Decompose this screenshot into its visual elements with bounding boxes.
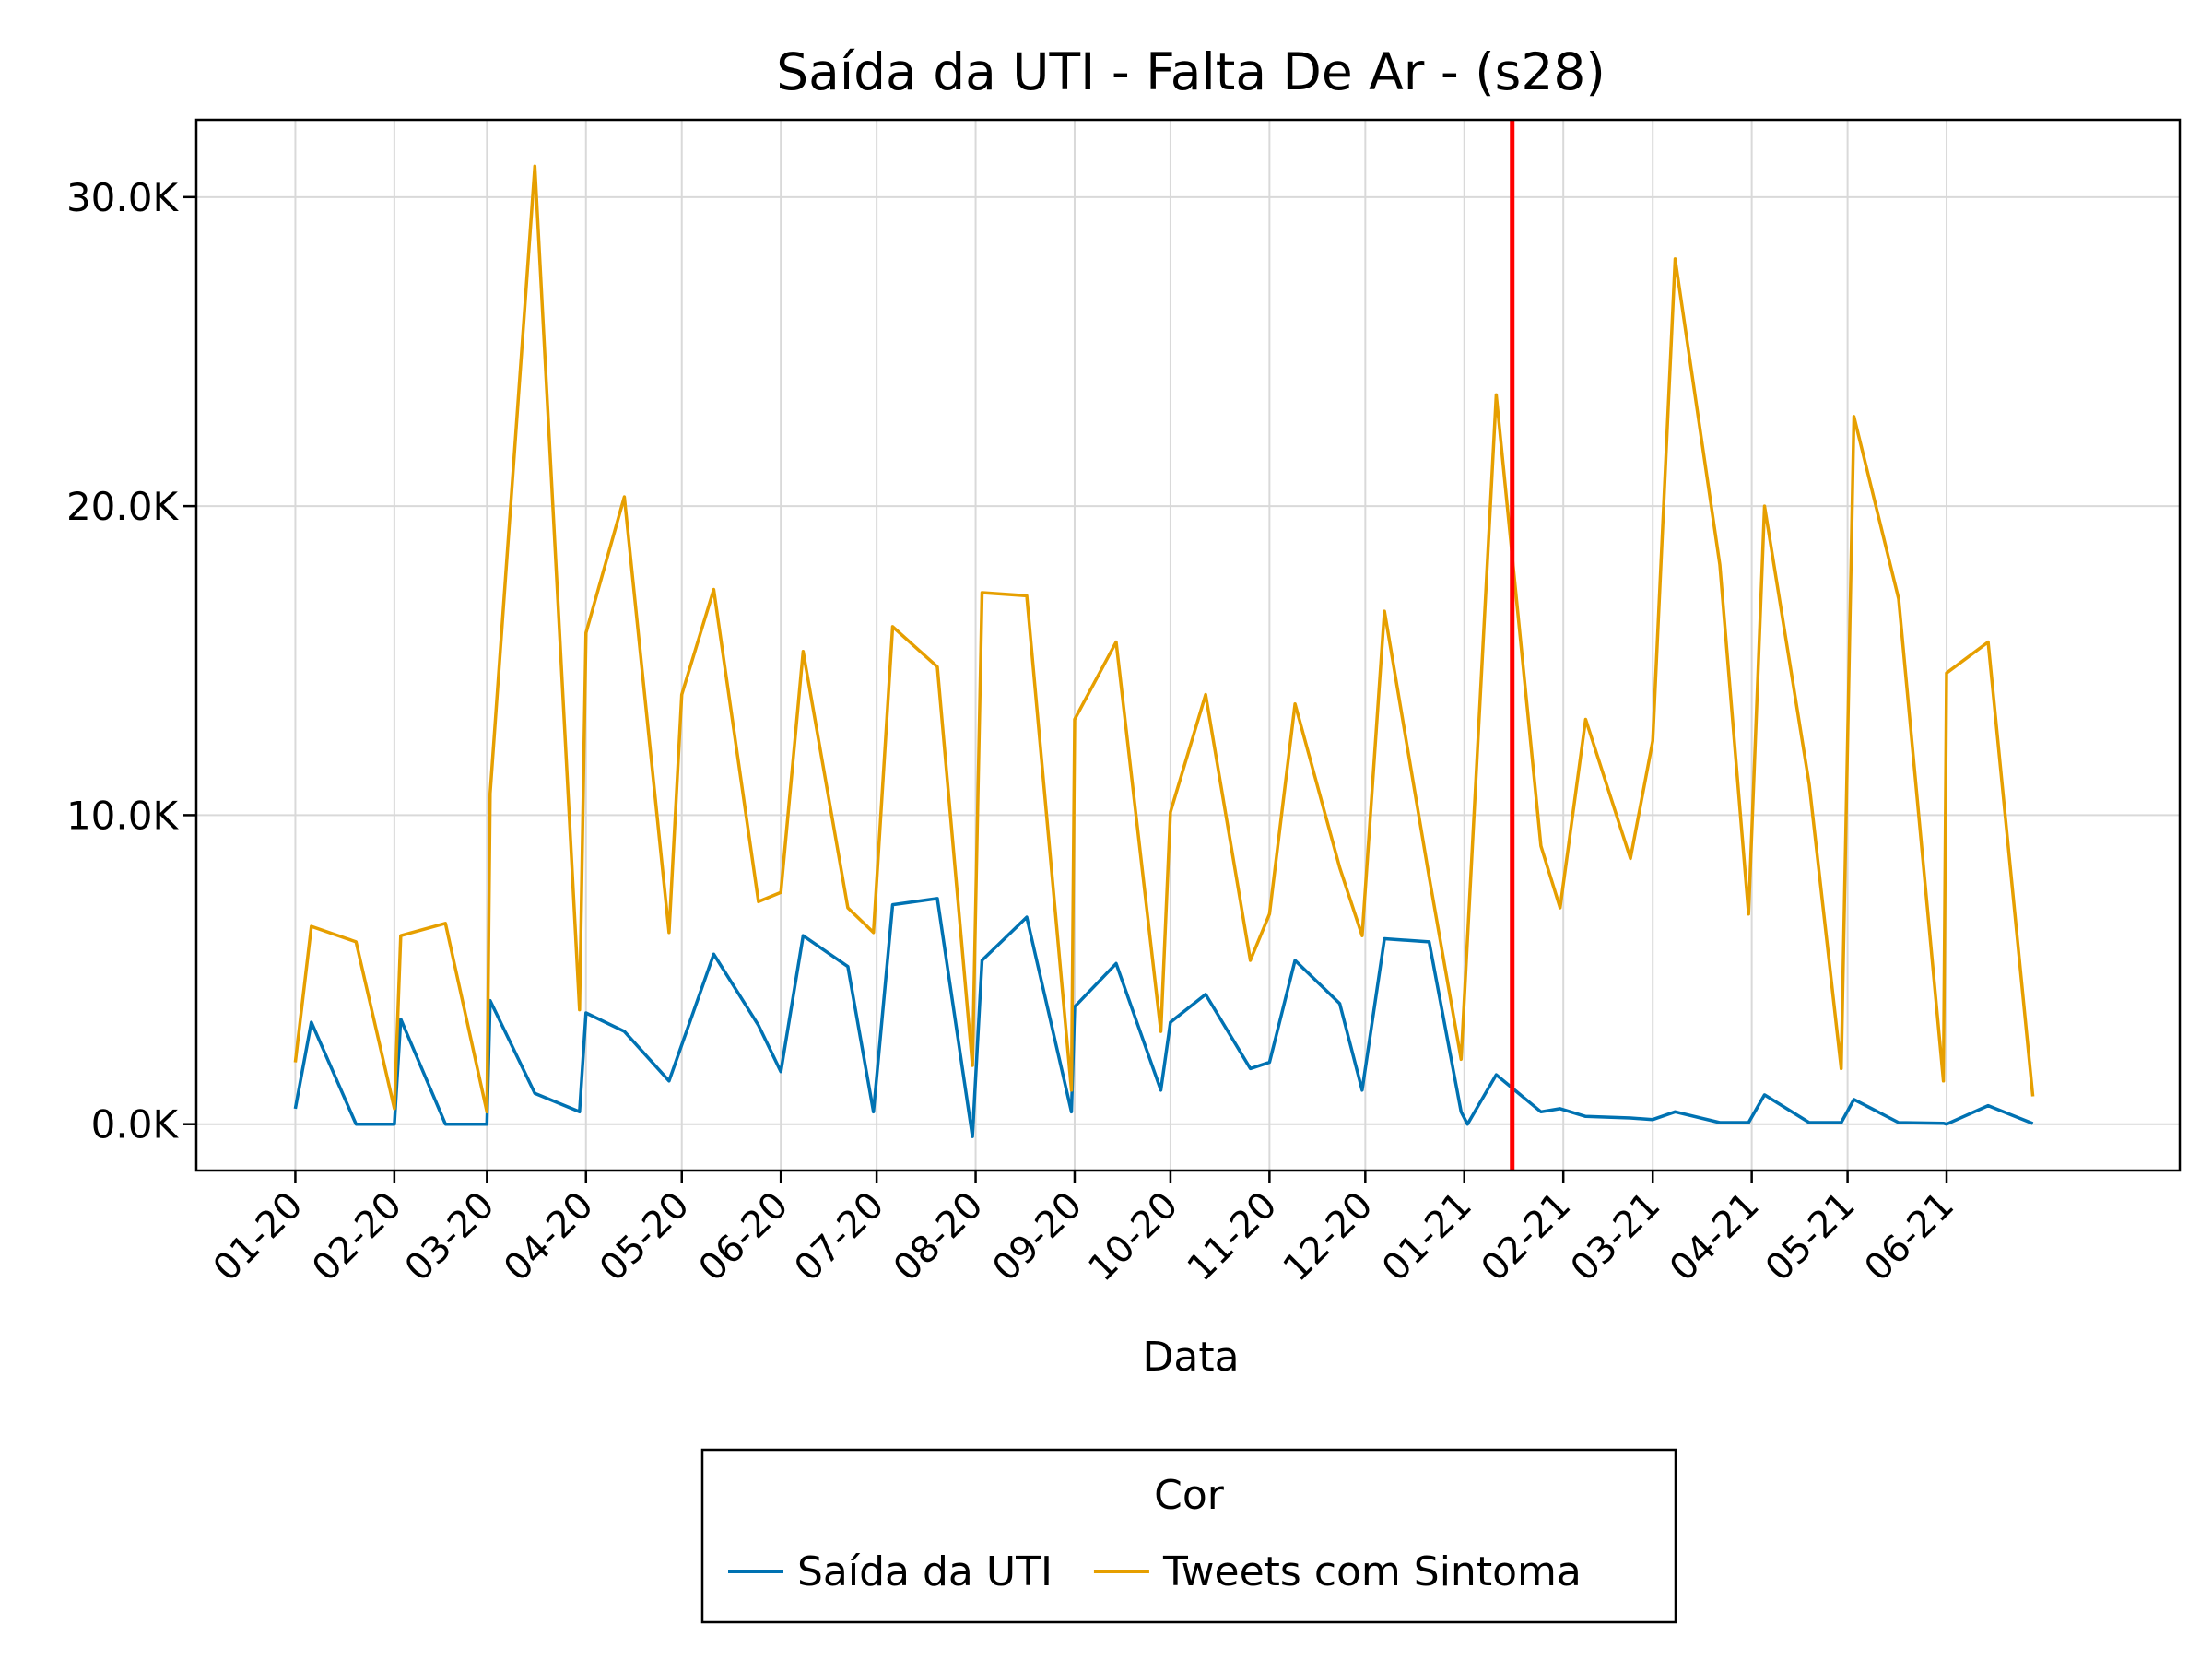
plot-frame — [194, 118, 2182, 1172]
legend-items: Saída da UTI Tweets com Sintoma — [728, 1548, 1582, 1595]
y-tick-label: 10.0K — [66, 793, 180, 838]
chart-title: Saída da UTI - Falta De Ar - (s28) — [776, 42, 1606, 101]
y-axis: 0.0K 10.0K 20.0K 30.0K — [66, 175, 196, 1147]
series-line-0 — [293, 897, 2034, 1138]
y-tick-label: 0.0K — [91, 1102, 180, 1147]
legend: Cor Saída da UTI Tweets com Sintoma — [700, 1448, 1677, 1624]
legend-label: Saída da UTI — [797, 1548, 1053, 1595]
series-lines — [293, 164, 2035, 1138]
legend-box — [700, 1448, 1677, 1624]
y-tick-label: 30.0K — [66, 175, 180, 220]
y-tick-label: 20.0K — [66, 484, 180, 529]
legend-title: Cor — [1154, 1472, 1225, 1519]
legend-label: Tweets com Sintoma — [1162, 1548, 1582, 1595]
x-axis-label: Data — [1142, 1334, 1239, 1381]
series-line-1 — [293, 164, 2035, 1114]
gridlines — [196, 120, 2180, 1171]
